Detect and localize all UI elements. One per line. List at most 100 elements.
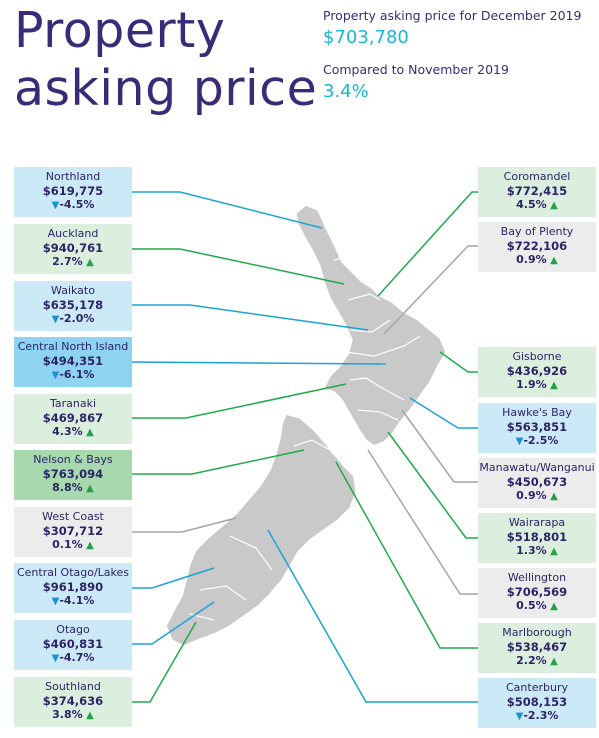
region-box-bay-of-plenty: Bay of Plenty $722,106 0.9% ▲ xyxy=(478,222,596,272)
region-price: $722,106 xyxy=(506,239,568,253)
leader-line-marlborough xyxy=(335,461,478,649)
region-change: 0.1% ▲ xyxy=(14,538,132,553)
triangle-up-icon: ▲ xyxy=(546,491,558,502)
region-change-value: 4.3% xyxy=(52,425,83,438)
region-change-value: -2.0% xyxy=(59,312,95,325)
region-price: $450,673 xyxy=(506,475,568,489)
leader-line-central-otago xyxy=(132,567,215,589)
region-change-value: -4.1% xyxy=(59,594,95,607)
leader-line-wellington xyxy=(367,449,478,595)
leader-line-west-coast xyxy=(132,517,237,533)
region-change: 2.2% ▲ xyxy=(478,654,596,669)
region-box-canterbury: Canterbury $508,153 ▼-2.3% xyxy=(478,678,596,728)
region-change: 4.3% ▲ xyxy=(14,425,132,440)
region-box-hawke-s-bay: Hawke's Bay $563,851 ▼-2.5% xyxy=(478,403,596,453)
region-change: ▼-2.5% xyxy=(478,434,596,449)
triangle-up-icon: ▲ xyxy=(82,710,94,721)
region-price: $763,094 xyxy=(42,467,104,481)
leader-line-gisborne xyxy=(439,351,478,373)
triangle-up-icon: ▲ xyxy=(546,601,558,612)
region-price: $307,712 xyxy=(42,524,104,538)
region-name: Marlborough xyxy=(502,626,572,639)
region-change-value: 1.3% xyxy=(516,544,547,557)
region-change-value: 4.5% xyxy=(516,198,547,211)
region-name: Central Otago/Lakes xyxy=(16,566,130,579)
leader-line-canterbury xyxy=(267,529,478,703)
leader-line-taranaki xyxy=(132,383,347,419)
region-box-coromandel: Coromandel $772,415 4.5% ▲ xyxy=(478,167,596,217)
region-price: $706,569 xyxy=(506,585,568,599)
region-change: 1.9% ▲ xyxy=(478,378,596,393)
triangle-up-icon: ▲ xyxy=(546,656,558,667)
region-name: Gisborne xyxy=(512,350,562,363)
region-box-central-otago-lakes: Central Otago/Lakes $961,890 ▼-4.1% xyxy=(14,563,132,613)
triangle-down-icon: ▼ xyxy=(515,436,524,447)
region-name: Otago xyxy=(56,623,90,636)
region-price: $508,153 xyxy=(506,695,568,709)
triangle-down-icon: ▼ xyxy=(51,370,60,381)
region-box-otago: Otago $460,831 ▼-4.7% xyxy=(14,620,132,670)
leader-line-waikato xyxy=(132,304,369,331)
leader-line-otago xyxy=(132,601,215,645)
region-name: Taranaki xyxy=(49,397,97,410)
asking-price-value: $703,780 xyxy=(323,27,409,48)
region-change-value: 8.8% xyxy=(52,481,83,494)
region-change-value: 3.8% xyxy=(52,708,83,721)
region-change-value: -4.5% xyxy=(59,198,95,211)
region-box-manawatu-wanganui: Manawatu/Wanganui $450,673 0.9% ▲ xyxy=(478,458,596,508)
triangle-up-icon: ▲ xyxy=(546,200,558,211)
region-box-waikato: Waikato $635,178 ▼-2.0% xyxy=(14,281,132,331)
region-change-value: 0.9% xyxy=(516,489,547,502)
leader-line-coromandel xyxy=(377,191,478,297)
region-price: $619,775 xyxy=(42,184,104,198)
region-change-value: 0.5% xyxy=(516,599,547,612)
region-name: Wairarapa xyxy=(508,516,566,529)
region-change: ▼-2.3% xyxy=(478,709,596,724)
region-change: ▼-4.5% xyxy=(14,198,132,213)
region-price: $563,851 xyxy=(506,420,568,434)
triangle-down-icon: ▼ xyxy=(51,596,60,607)
region-name: Southland xyxy=(45,680,101,693)
region-name: Auckland xyxy=(47,227,99,240)
region-price: $961,890 xyxy=(42,580,104,594)
region-name: Hawke's Bay xyxy=(502,406,572,419)
region-box-northland: Northland $619,775 ▼-4.5% xyxy=(14,167,132,217)
region-box-marlborough: Marlborough $538,467 2.2% ▲ xyxy=(478,623,596,673)
region-price: $518,801 xyxy=(506,530,568,544)
leader-line-manawatu xyxy=(401,409,478,483)
leader-line-central-north-island xyxy=(131,361,387,365)
region-name: Canterbury xyxy=(506,681,568,694)
region-name: Coromandel xyxy=(503,170,571,183)
region-name: Nelson & Bays xyxy=(33,453,113,466)
region-change: 3.8% ▲ xyxy=(14,708,132,723)
leader-line-hawkes-bay xyxy=(409,397,478,429)
triangle-up-icon: ▲ xyxy=(546,255,558,266)
region-change-value: -2.3% xyxy=(523,709,559,722)
title-line-2: asking price xyxy=(14,60,318,117)
region-price: $538,467 xyxy=(506,640,568,654)
region-change: 4.5% ▲ xyxy=(478,198,596,213)
triangle-up-icon: ▲ xyxy=(82,257,94,268)
triangle-down-icon: ▼ xyxy=(515,711,524,722)
triangle-up-icon: ▲ xyxy=(546,546,558,557)
leader-line-southland xyxy=(132,621,197,703)
region-change: 0.5% ▲ xyxy=(478,599,596,614)
asking-price-label: Property asking price for December 2019 xyxy=(323,8,582,23)
leader-line-bay-of-plenty xyxy=(383,245,478,335)
region-box-southland: Southland $374,636 3.8% ▲ xyxy=(14,677,132,727)
triangle-up-icon: ▲ xyxy=(82,540,94,551)
region-name: Wellington xyxy=(507,571,567,584)
triangle-up-icon: ▲ xyxy=(82,483,94,494)
region-price: $469,867 xyxy=(42,411,104,425)
region-change-value: -2.5% xyxy=(523,434,559,447)
region-change-value: 1.9% xyxy=(516,378,547,391)
region-name: Northland xyxy=(45,170,101,183)
leader-line-wairarapa xyxy=(387,431,478,539)
region-price: $635,178 xyxy=(42,298,104,312)
region-change-value: 0.9% xyxy=(516,253,547,266)
region-box-wairarapa: Wairarapa $518,801 1.3% ▲ xyxy=(478,513,596,563)
triangle-up-icon: ▲ xyxy=(82,427,94,438)
region-name: West Coast xyxy=(42,510,104,523)
region-change: 0.9% ▲ xyxy=(478,253,596,268)
region-box-central-north-island: Central North Island $494,351 ▼-6.1% xyxy=(14,337,132,387)
